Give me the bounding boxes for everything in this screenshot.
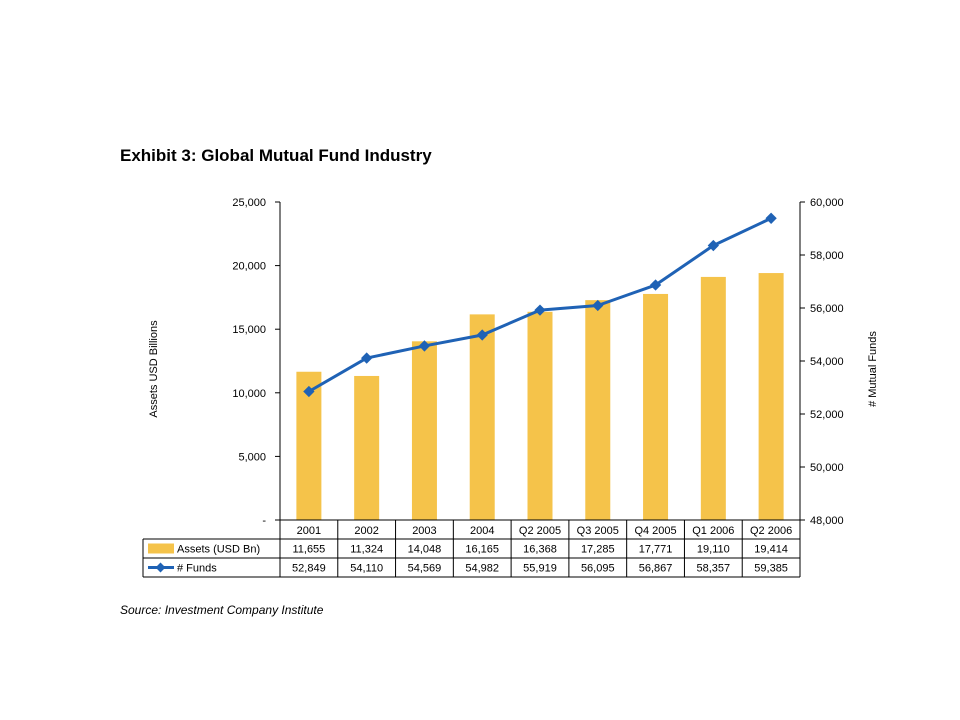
category-label: 2001 [297,525,321,537]
right-tick-label: 50,000 [810,462,844,474]
left-tick-label: 10,000 [232,388,266,400]
data-table: 2001 2002 2003 2004 Q2 2005 Q3 2005 Q4 2005 Q1 … [142,519,801,578]
category-label: Q2 2005 [519,525,561,537]
funds-marker [476,329,488,341]
bar [585,300,611,520]
category-label: Q1 2006 [692,525,734,537]
funds-marker [418,340,431,352]
funds-marker [303,385,315,398]
axes-layer: - 5,000 10,000 15,000 20,000 25,000 48,000 50,0… [148,197,879,527]
bar [411,341,437,520]
funds-value: 54,982 [465,563,499,575]
assets-value: 16,368 [523,544,557,556]
assets-value: 16,165 [465,544,499,556]
assets-value: 11,655 [292,544,325,556]
right-tick-label: 56,000 [810,303,844,315]
funds-value: 52,849 [292,563,326,575]
assets-value: 14,048 [408,544,442,556]
assets-value: 11,324 [350,544,383,556]
funds-value: 56,867 [639,563,673,575]
category-label: Q3 2005 [577,525,619,537]
bar [469,314,495,520]
funds-marker [361,352,373,364]
source-note: Source: Investment Company Institute [120,603,324,617]
category-label: 2002 [354,525,378,537]
assets-value: 19,110 [697,544,730,556]
funds-value: 54,569 [408,563,442,575]
category-label: 2003 [412,525,436,537]
bar [700,276,726,520]
right-tick-label: 58,000 [810,250,844,262]
left-tick-label: - [262,515,266,527]
funds-marker [765,212,777,224]
assets-value: 17,285 [581,544,615,556]
category-label: 2004 [470,525,494,537]
funds-marker [707,239,719,252]
category-label: Q4 2005 [634,525,676,537]
funds-value: 54,110 [350,563,383,575]
funds-value: 58,357 [697,563,731,575]
right-tick-label: 60,000 [810,197,844,209]
bar [758,273,784,520]
right-tick-label: 52,000 [810,409,844,421]
funds-marker [649,279,662,291]
left-tick-label: 25,000 [232,197,266,209]
left-axis-title: Assets USD Billions [148,320,160,418]
funds-value: 55,919 [523,563,557,575]
left-tick-label: 20,000 [232,261,266,273]
bar [354,375,380,520]
funds-marker [592,299,604,312]
left-tick-label: 15,000 [232,324,266,336]
legend-label-assets: Assets (USD Bn) [177,544,260,556]
chart-title: Exhibit 3: Global Mutual Fund Industry [120,146,432,165]
funds-marker [534,304,546,316]
legend-label-funds: # Funds [177,563,217,575]
right-tick-label: 54,000 [810,356,844,368]
bars-layer [296,273,784,520]
right-tick-label: 48,000 [810,515,844,527]
bar [643,293,669,520]
left-tick-label: 5,000 [238,451,266,463]
line-layer [303,212,777,398]
legend-swatch-assets [148,543,174,554]
bar [527,311,553,520]
funds-value: 56,095 [581,563,615,575]
assets-value: 17,771 [639,544,673,556]
right-axis-title: # Mutual Funds [867,331,879,407]
legend-marker-funds [155,562,166,573]
category-label: Q2 2006 [750,525,792,537]
funds-value: 59,385 [754,563,788,575]
assets-value: 19,414 [754,544,788,556]
